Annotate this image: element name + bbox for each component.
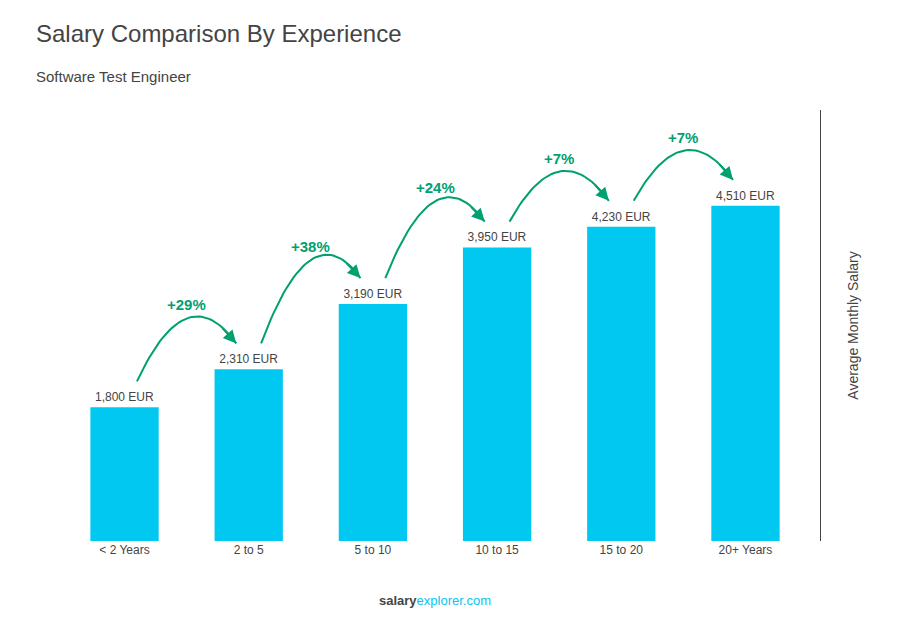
svg-text:4,230 EUR: 4,230 EUR bbox=[592, 210, 651, 224]
svg-text:+7%: +7% bbox=[668, 129, 698, 146]
svg-text:5 to 10: 5 to 10 bbox=[355, 543, 392, 557]
svg-text:salaryexplorer.com: salaryexplorer.com bbox=[379, 593, 491, 608]
svg-text:15 to 20: 15 to 20 bbox=[600, 543, 644, 557]
svg-text:10 to 15: 10 to 15 bbox=[475, 543, 519, 557]
svg-text:+29%: +29% bbox=[167, 296, 206, 313]
svg-text:4,510 EUR: 4,510 EUR bbox=[716, 189, 775, 203]
svg-text:< 2 Years: < 2 Years bbox=[99, 543, 149, 557]
svg-text:Average Monthly Salary: Average Monthly Salary bbox=[845, 251, 861, 399]
svg-text:1,800 EUR: 1,800 EUR bbox=[95, 390, 154, 404]
svg-text:+38%: +38% bbox=[291, 238, 330, 255]
svg-text:Software Test Engineer: Software Test Engineer bbox=[36, 68, 191, 85]
svg-text:+7%: +7% bbox=[544, 150, 574, 167]
svg-text:2 to 5: 2 to 5 bbox=[234, 543, 264, 557]
svg-text:3,190 EUR: 3,190 EUR bbox=[343, 287, 402, 301]
svg-text:Salary Comparison By Experienc: Salary Comparison By Experience bbox=[36, 20, 402, 47]
svg-text:20+ Years: 20+ Years bbox=[719, 543, 773, 557]
svg-text:3,950 EUR: 3,950 EUR bbox=[468, 230, 527, 244]
svg-text:2,310 EUR: 2,310 EUR bbox=[219, 352, 278, 366]
svg-text:+24%: +24% bbox=[416, 179, 455, 196]
